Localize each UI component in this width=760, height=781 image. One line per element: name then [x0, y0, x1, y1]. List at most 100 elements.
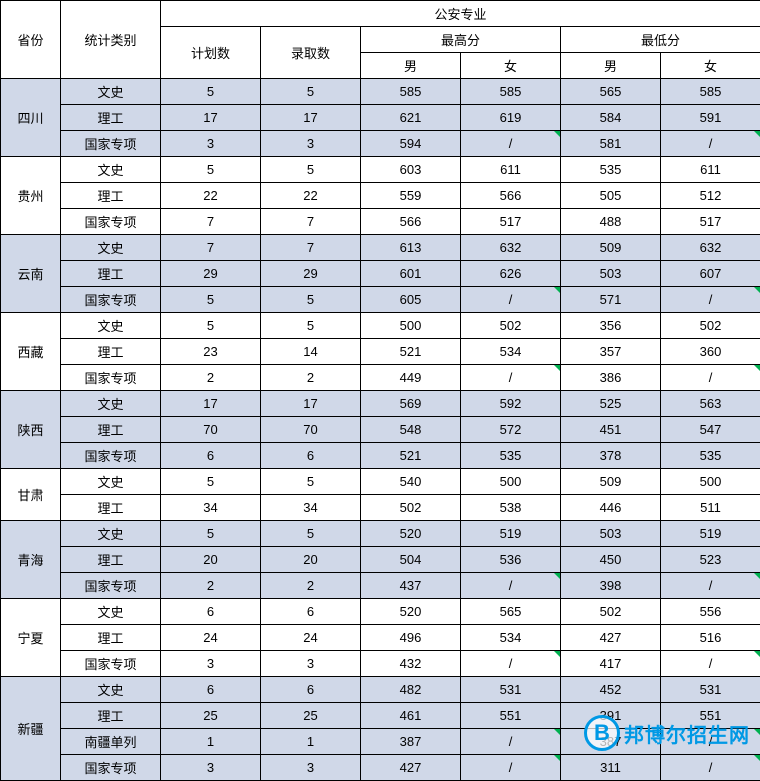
min-male-cell: 357	[561, 339, 661, 365]
min-male-cell: 503	[561, 521, 661, 547]
category-cell: 理工	[61, 547, 161, 573]
max-female-cell: 585	[461, 79, 561, 105]
category-cell: 文史	[61, 469, 161, 495]
table-row: 理工2424496534427516	[1, 625, 760, 651]
plan-cell: 1	[161, 729, 261, 755]
min-female-cell: /	[661, 573, 760, 599]
plan-cell: 17	[161, 391, 261, 417]
table-row: 国家专项33427/311/	[1, 755, 760, 781]
min-female-cell: /	[661, 651, 760, 677]
max-female-cell: 538	[461, 495, 561, 521]
max-female-cell: 519	[461, 521, 561, 547]
category-cell: 国家专项	[61, 443, 161, 469]
min-male-cell: 571	[561, 287, 661, 313]
table-row: 理工7070548572451547	[1, 417, 760, 443]
max-female-cell: 531	[461, 677, 561, 703]
min-male-cell: 488	[561, 209, 661, 235]
category-cell: 理工	[61, 495, 161, 521]
table-row: 理工2020504536450523	[1, 547, 760, 573]
max-female-cell: 632	[461, 235, 561, 261]
table-row: 国家专项33594/581/	[1, 131, 760, 157]
table-row: 甘肃文史55540500509500	[1, 469, 760, 495]
max-male-cell: 461	[361, 703, 461, 729]
plan-cell: 3	[161, 755, 261, 781]
plan-cell: 7	[161, 209, 261, 235]
table-row: 理工2314521534357360	[1, 339, 760, 365]
admit-cell: 6	[261, 677, 361, 703]
table-row: 理工2222559566505512	[1, 183, 760, 209]
plan-cell: 3	[161, 131, 261, 157]
admit-cell: 6	[261, 599, 361, 625]
admit-cell: 17	[261, 391, 361, 417]
min-female-cell: /	[661, 755, 760, 781]
plan-cell: 5	[161, 287, 261, 313]
header-max-score: 最高分	[361, 27, 561, 53]
province-cell: 青海	[1, 521, 61, 599]
min-female-cell: 517	[661, 209, 760, 235]
min-female-cell: /	[661, 131, 760, 157]
max-female-cell: 536	[461, 547, 561, 573]
max-male-cell: 502	[361, 495, 461, 521]
category-cell: 南疆单列	[61, 729, 161, 755]
plan-cell: 6	[161, 599, 261, 625]
max-male-cell: 603	[361, 157, 461, 183]
province-cell: 云南	[1, 235, 61, 313]
admit-cell: 14	[261, 339, 361, 365]
min-female-cell: /	[661, 729, 760, 755]
max-female-cell: 551	[461, 703, 561, 729]
province-cell: 四川	[1, 79, 61, 157]
table-row: 国家专项33432/417/	[1, 651, 760, 677]
min-female-cell: 535	[661, 443, 760, 469]
min-male-cell: 450	[561, 547, 661, 573]
min-male-cell: 311	[561, 755, 661, 781]
min-male-cell: 509	[561, 235, 661, 261]
plan-cell: 5	[161, 521, 261, 547]
header-admit-count: 录取数	[261, 27, 361, 79]
max-male-cell: 594	[361, 131, 461, 157]
category-cell: 文史	[61, 599, 161, 625]
min-male-cell: 503	[561, 261, 661, 287]
min-male-cell: 446	[561, 495, 661, 521]
admit-cell: 24	[261, 625, 361, 651]
table-row: 理工3434502538446511	[1, 495, 760, 521]
min-male-cell: 584	[561, 105, 661, 131]
max-female-cell: 611	[461, 157, 561, 183]
header-max-female: 女	[461, 53, 561, 79]
max-female-cell: 517	[461, 209, 561, 235]
min-female-cell: 607	[661, 261, 760, 287]
plan-cell: 70	[161, 417, 261, 443]
min-male-cell: 398	[561, 573, 661, 599]
province-cell: 贵州	[1, 157, 61, 235]
min-male-cell: 391	[561, 703, 661, 729]
table-row: 贵州文史55603611535611	[1, 157, 760, 183]
plan-cell: 23	[161, 339, 261, 365]
plan-cell: 5	[161, 157, 261, 183]
table-row: 国家专项22449/386/	[1, 365, 760, 391]
max-female-cell: 626	[461, 261, 561, 287]
province-cell: 宁夏	[1, 599, 61, 677]
min-male-cell: 451	[561, 417, 661, 443]
category-cell: 文史	[61, 79, 161, 105]
admit-cell: 5	[261, 521, 361, 547]
header-min-female: 女	[661, 53, 760, 79]
admit-cell: 3	[261, 651, 361, 677]
max-female-cell: /	[461, 755, 561, 781]
table-row: 国家专项66521535378535	[1, 443, 760, 469]
plan-cell: 6	[161, 677, 261, 703]
table-row: 国家专项77566517488517	[1, 209, 760, 235]
plan-cell: 25	[161, 703, 261, 729]
max-female-cell: 500	[461, 469, 561, 495]
min-male-cell: 427	[561, 625, 661, 651]
table-row: 南疆单列11387/387/	[1, 729, 760, 755]
admit-cell: 25	[261, 703, 361, 729]
max-male-cell: 548	[361, 417, 461, 443]
min-female-cell: 500	[661, 469, 760, 495]
province-cell: 陕西	[1, 391, 61, 469]
admit-cell: 1	[261, 729, 361, 755]
header-min-score: 最低分	[561, 27, 760, 53]
table-row: 理工2525461551391551	[1, 703, 760, 729]
min-male-cell: 452	[561, 677, 661, 703]
min-female-cell: 512	[661, 183, 760, 209]
max-male-cell: 496	[361, 625, 461, 651]
min-male-cell: 502	[561, 599, 661, 625]
